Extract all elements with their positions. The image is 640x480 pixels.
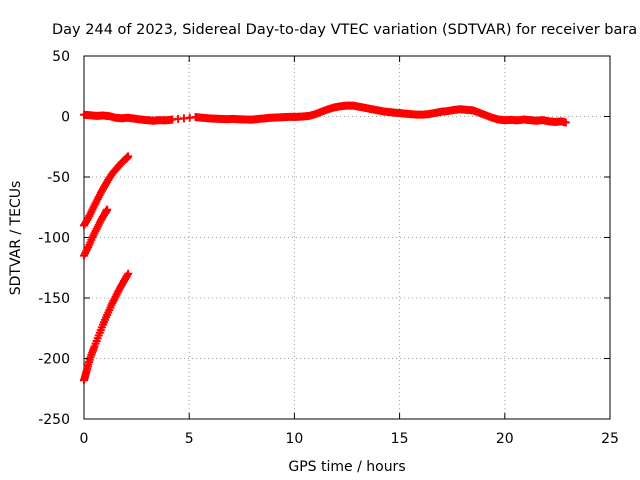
series-arc-middle	[80, 205, 112, 260]
data-point	[561, 118, 570, 127]
y-tick-label: -100	[38, 231, 70, 247]
y-tick-label: -50	[47, 170, 70, 186]
chart-title: Day 244 of 2023, Sidereal Day-to-day VTE…	[52, 22, 637, 38]
plot-frame	[83, 55, 611, 420]
y-tick-label: -250	[38, 412, 70, 428]
y-tick-label: 50	[52, 49, 70, 65]
y-tick-label: -200	[38, 352, 70, 368]
data-point	[103, 205, 112, 214]
series-main	[80, 101, 570, 127]
data-point	[124, 269, 133, 278]
x-tick-label: 5	[185, 431, 194, 447]
ticks	[83, 55, 611, 420]
x-axis-label: GPS time / hours	[288, 459, 405, 475]
data-point	[124, 152, 133, 161]
x-tick-label: 0	[80, 431, 89, 447]
grid	[84, 56, 610, 419]
tick-labels: 0 5 10 15 20 25 50 0 -50 -100 -150 -200 -250	[38, 49, 619, 447]
x-tick-label: 20	[496, 431, 514, 447]
x-tick-label: 10	[285, 431, 303, 447]
x-tick-label: 25	[601, 431, 619, 447]
x-tick-label: 15	[391, 431, 409, 447]
y-tick-label: 0	[61, 110, 70, 126]
y-axis-label: SDTVAR / TECUs	[8, 181, 24, 296]
data-marks	[80, 101, 570, 385]
series-arc-lower	[80, 269, 133, 385]
y-tick-label: -150	[38, 291, 70, 307]
series-arc-upper	[80, 152, 133, 230]
